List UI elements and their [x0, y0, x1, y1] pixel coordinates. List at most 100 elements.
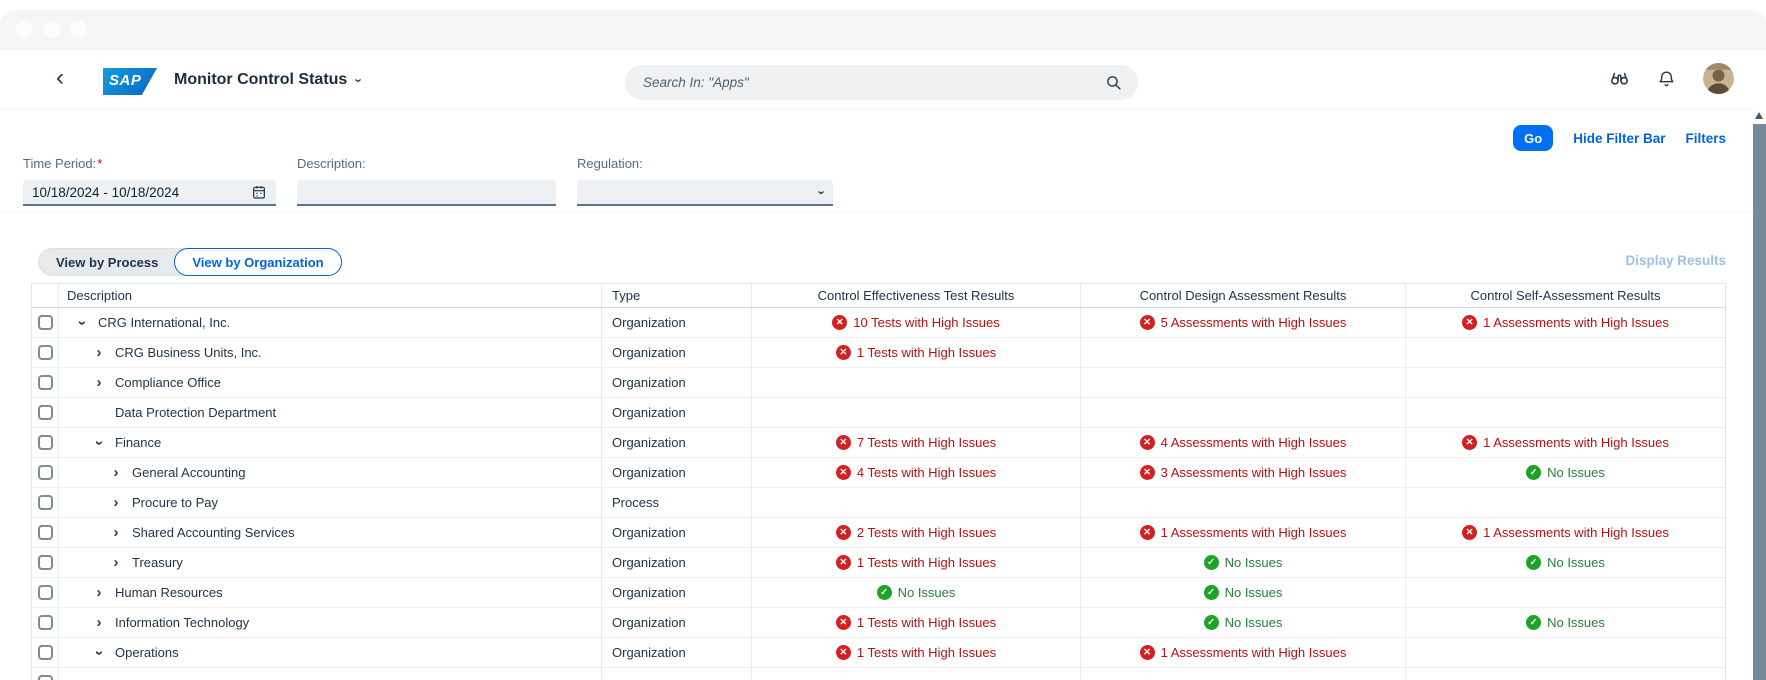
column-header-label: Control Effectiveness Test Results [817, 288, 1015, 303]
app-title-menu[interactable]: Monitor Control Status › [174, 71, 367, 89]
design-status: ✕ 5 Assessments with High Issues [1081, 308, 1406, 337]
tree-expander-icon[interactable]: › [96, 343, 102, 361]
table-row[interactable]: › Treasury Organization ✕ 1 Tests with Hi… [32, 548, 1725, 578]
global-search[interactable] [625, 65, 1138, 100]
row-type: Organization [602, 368, 752, 397]
row-checkbox[interactable] [37, 375, 53, 390]
table-row[interactable]: › CRG Business Units, Inc. Organization … [32, 338, 1725, 368]
effectiveness-status: ✕ 2 Tests with High Issues [752, 518, 1081, 547]
tab-view-by-process[interactable]: View by Process [39, 249, 175, 275]
column-header[interactable]: Control Design Assessment Results [1081, 284, 1406, 307]
tree-expander-icon[interactable]: › [91, 650, 108, 655]
self-assessment-status [1406, 638, 1725, 667]
tree-expander-icon[interactable]: › [74, 320, 91, 325]
table-row[interactable]: › Operations Organization ✕ 1 Tests with … [32, 638, 1725, 668]
row-checkbox[interactable] [37, 525, 53, 540]
table-row[interactable]: › Procure to Pay Process [32, 488, 1725, 518]
filters-link[interactable]: Filters [1685, 130, 1726, 146]
calendar-icon[interactable] [251, 184, 267, 200]
row-checkbox[interactable] [37, 675, 53, 680]
joule-binoculars-icon[interactable] [1609, 68, 1630, 89]
row-checkbox[interactable] [37, 555, 53, 570]
chevron-down-icon: › [814, 189, 830, 195]
table-row[interactable]: › Finance Organization ✕ 7 Tests with Hig… [32, 428, 1725, 458]
tree-expander-icon[interactable]: › [91, 440, 108, 445]
status-text: No Issues [1547, 465, 1605, 480]
status-text: 1 Assessments with High Issues [1483, 525, 1669, 540]
design-status [1081, 368, 1406, 397]
table-row[interactable] [32, 668, 1725, 680]
row-type: Organization [602, 578, 752, 607]
effectiveness-status: ✕ 10 Tests with High Issues [752, 308, 1081, 337]
column-header[interactable]: Control Effectiveness Test Results [752, 284, 1081, 307]
table-row[interactable]: › CRG International, Inc. Organization ✕… [32, 308, 1725, 338]
row-description: Human Resources [115, 585, 223, 600]
row-checkbox[interactable] [37, 435, 53, 450]
status-text: 1 Tests with High Issues [856, 555, 997, 570]
tree-expander-icon[interactable]: › [113, 523, 119, 541]
self-assessment-status: ✓ No Issues [1406, 548, 1725, 577]
tree-expander-icon[interactable]: › [96, 373, 102, 391]
status-text: 10 Tests with High Issues [853, 315, 1000, 330]
go-button[interactable]: Go [1513, 125, 1554, 151]
self-assessment-status [1406, 338, 1725, 367]
tree-expander-icon[interactable]: › [113, 553, 119, 571]
scrollbar-thumb[interactable] [1753, 124, 1766, 680]
status-text: 4 Tests with High Issues [856, 465, 997, 480]
row-checkbox[interactable] [37, 585, 53, 600]
row-checkbox[interactable] [37, 405, 53, 420]
table-row[interactable]: › General Accounting Organization ✕ 4 Tes… [32, 458, 1725, 488]
display-results-link[interactable]: Display Results [1625, 253, 1726, 268]
search-icon[interactable] [1105, 74, 1122, 91]
hide-filter-bar-link[interactable]: Hide Filter Bar [1573, 130, 1666, 146]
row-checkbox[interactable] [37, 345, 53, 360]
filter-input-select[interactable]: › [577, 180, 833, 206]
table-row[interactable]: › Shared Accounting Services Organizatio… [32, 518, 1725, 548]
design-status [1081, 488, 1406, 517]
table-row[interactable]: › Compliance Office Organization [32, 368, 1725, 398]
back-button[interactable]: ‹ [56, 64, 64, 91]
filter-bar: Go Hide Filter Bar Filters Time Period:*… [0, 108, 1766, 212]
table-row[interactable]: › Human Resources Organization ✓ No Issue… [32, 578, 1725, 608]
column-header[interactable]: Control Self-Assessment Results [1406, 284, 1725, 307]
table-row[interactable]: Data Protection Department Organization [32, 398, 1725, 428]
row-checkbox[interactable] [37, 645, 53, 660]
filter-field-value: 10/18/2024 - 10/18/2024 [32, 184, 180, 200]
column-header[interactable]: Type [602, 284, 752, 307]
status-text: No Issues [1224, 585, 1283, 600]
scroll-up-arrow-icon[interactable] [1755, 112, 1763, 119]
table-row[interactable]: › Information Technology Organization ✕ 1… [32, 608, 1725, 638]
tree-expander-icon[interactable]: › [96, 613, 102, 631]
sap-logo[interactable]: SAP [103, 68, 157, 95]
filter-input-date[interactable]: 10/18/2024 - 10/18/2024 [23, 180, 276, 206]
effectiveness-status [752, 668, 1081, 680]
row-description: Compliance Office [115, 375, 221, 390]
effectiveness-status: ✕ 4 Tests with High Issues [752, 458, 1081, 487]
row-type: Organization [602, 398, 752, 427]
row-checkbox[interactable] [37, 615, 53, 630]
tree-expander-icon[interactable]: › [113, 463, 119, 481]
status-text: No Issues [897, 585, 956, 600]
self-assessment-status [1406, 488, 1725, 517]
tab-view-by-organization[interactable]: View by Organization [174, 248, 342, 276]
status-badge-icon: ✓ [1526, 615, 1542, 630]
filter-input-text[interactable] [297, 180, 556, 206]
notifications-bell-icon[interactable] [1657, 69, 1676, 88]
column-header-label: Type [612, 288, 641, 303]
self-assessment-status: ✓ No Issues [1406, 458, 1725, 487]
row-description: Finance [115, 435, 162, 450]
status-text: No Issues [1224, 615, 1283, 630]
user-avatar[interactable] [1703, 63, 1734, 94]
filter-field: Regulation: › [577, 156, 833, 206]
status-badge-icon: ✕ [835, 555, 851, 570]
row-checkbox[interactable] [37, 465, 53, 480]
row-type: Organization [602, 428, 752, 457]
tree-expander-icon[interactable]: › [113, 493, 119, 511]
row-checkbox[interactable] [37, 495, 53, 510]
search-input[interactable] [641, 74, 1105, 91]
tree-expander-icon[interactable]: › [96, 583, 102, 601]
column-header[interactable]: Description [59, 284, 602, 307]
row-checkbox[interactable] [37, 315, 53, 330]
filter-field: Time Period:* 10/18/2024 - 10/18/2024 [23, 156, 276, 206]
vertical-scrollbar[interactable] [1753, 108, 1766, 680]
